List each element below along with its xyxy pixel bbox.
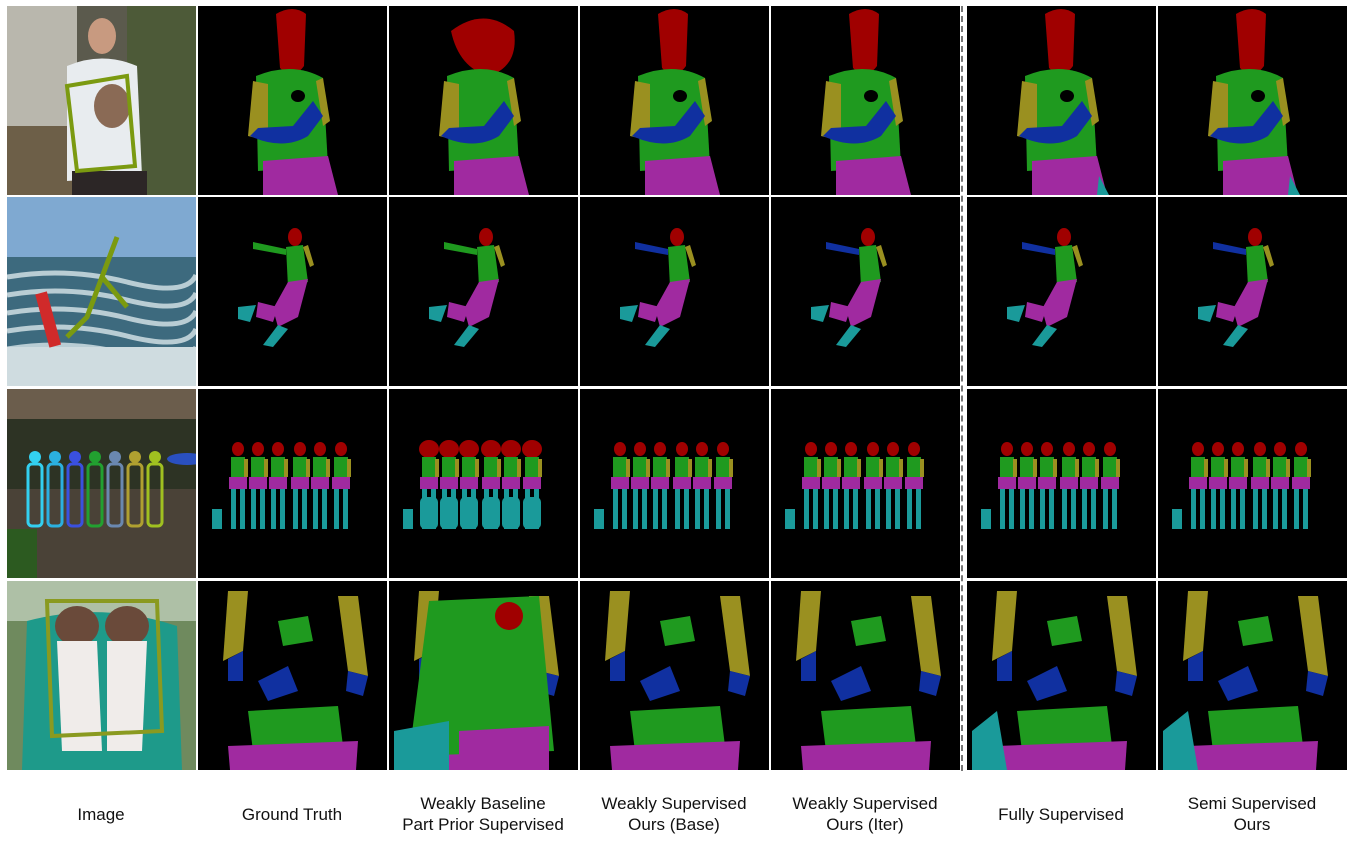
mask-drawing xyxy=(394,591,559,770)
photo-drawing xyxy=(7,6,196,195)
caption-line: Part Prior Supervised xyxy=(402,815,564,834)
segmentation-mask xyxy=(389,389,578,578)
caption-weakly-baseline: Weakly Baseline Part Prior Supervised xyxy=(389,788,577,840)
photo-drawing xyxy=(7,197,196,386)
caption-line: Ours (Iter) xyxy=(826,815,904,834)
mask-drawing xyxy=(1163,591,1328,770)
segmentation-mask xyxy=(580,581,769,770)
mask-drawing xyxy=(811,228,887,347)
input-photo xyxy=(7,581,196,770)
mask-drawing xyxy=(212,442,351,529)
segmentation-mask xyxy=(198,6,387,195)
mask-drawing xyxy=(248,9,338,195)
input-photo xyxy=(7,197,196,386)
mask-drawing xyxy=(594,442,733,529)
caption-weakly-base: Weakly Supervised Ours (Base) xyxy=(580,788,768,840)
segmentation-mask xyxy=(967,389,1156,578)
segmentation-mask xyxy=(580,197,769,386)
mask-drawing xyxy=(1198,228,1274,347)
caption-line: Semi Supervised xyxy=(1187,794,1317,813)
segmentation-mask xyxy=(198,389,387,578)
dashed-divider xyxy=(961,6,963,771)
caption-ground-truth: Ground Truth xyxy=(198,788,386,840)
segmentation-mask xyxy=(389,581,578,770)
mask-drawing xyxy=(439,18,529,195)
caption-fully: Fully Supervised xyxy=(967,788,1155,840)
segmentation-mask xyxy=(198,197,387,386)
input-photo xyxy=(7,389,196,578)
mask-drawing xyxy=(630,9,720,195)
caption-line: Image xyxy=(77,804,125,824)
segmentation-mask xyxy=(771,197,960,386)
mask-drawing xyxy=(972,591,1137,770)
mask-drawing xyxy=(429,228,505,347)
segmentation-mask xyxy=(967,581,1156,770)
segmentation-mask xyxy=(771,581,960,770)
segmentation-mask xyxy=(967,197,1156,386)
segmentation-mask xyxy=(771,389,960,578)
caption-semi: Semi Supervised Ours xyxy=(1158,788,1346,840)
caption-line: Weakly Supervised xyxy=(601,794,747,813)
photo-drawing xyxy=(7,581,196,770)
caption-line: Ours xyxy=(1233,815,1271,834)
caption-line: Fully Supervised xyxy=(998,804,1124,824)
segmentation-mask xyxy=(1158,197,1347,386)
segmentation-mask xyxy=(1158,6,1347,195)
mask-drawing xyxy=(620,228,696,347)
segmentation-mask xyxy=(580,389,769,578)
mask-drawing xyxy=(403,440,542,529)
caption-image: Image xyxy=(7,788,195,840)
caption-weakly-iter: Weakly Supervised Ours (Iter) xyxy=(771,788,959,840)
mask-drawing xyxy=(1007,228,1083,347)
mask-drawing xyxy=(605,591,750,770)
caption-line: Ground Truth xyxy=(241,804,343,824)
segmentation-mask xyxy=(771,6,960,195)
input-photo xyxy=(7,6,196,195)
caption-line: Weakly Supervised xyxy=(792,794,938,813)
segmentation-mask xyxy=(198,581,387,770)
mask-drawing xyxy=(1172,442,1311,529)
mask-drawing xyxy=(223,591,368,770)
segmentation-mask xyxy=(1158,389,1347,578)
caption-line: Ours (Base) xyxy=(628,815,720,834)
segmentation-mask xyxy=(389,6,578,195)
segmentation-mask xyxy=(967,6,1156,195)
segmentation-mask xyxy=(1158,581,1347,770)
mask-drawing xyxy=(785,442,924,529)
mask-drawing xyxy=(238,228,314,347)
mask-drawing xyxy=(981,442,1120,529)
photo-drawing xyxy=(7,389,196,578)
mask-drawing xyxy=(821,9,911,195)
segmentation-mask xyxy=(580,6,769,195)
segmentation-mask xyxy=(389,197,578,386)
caption-line: Weakly Baseline xyxy=(420,794,546,813)
mask-drawing xyxy=(796,591,941,770)
mask-drawing xyxy=(1208,9,1300,195)
mask-drawing xyxy=(1017,9,1109,195)
